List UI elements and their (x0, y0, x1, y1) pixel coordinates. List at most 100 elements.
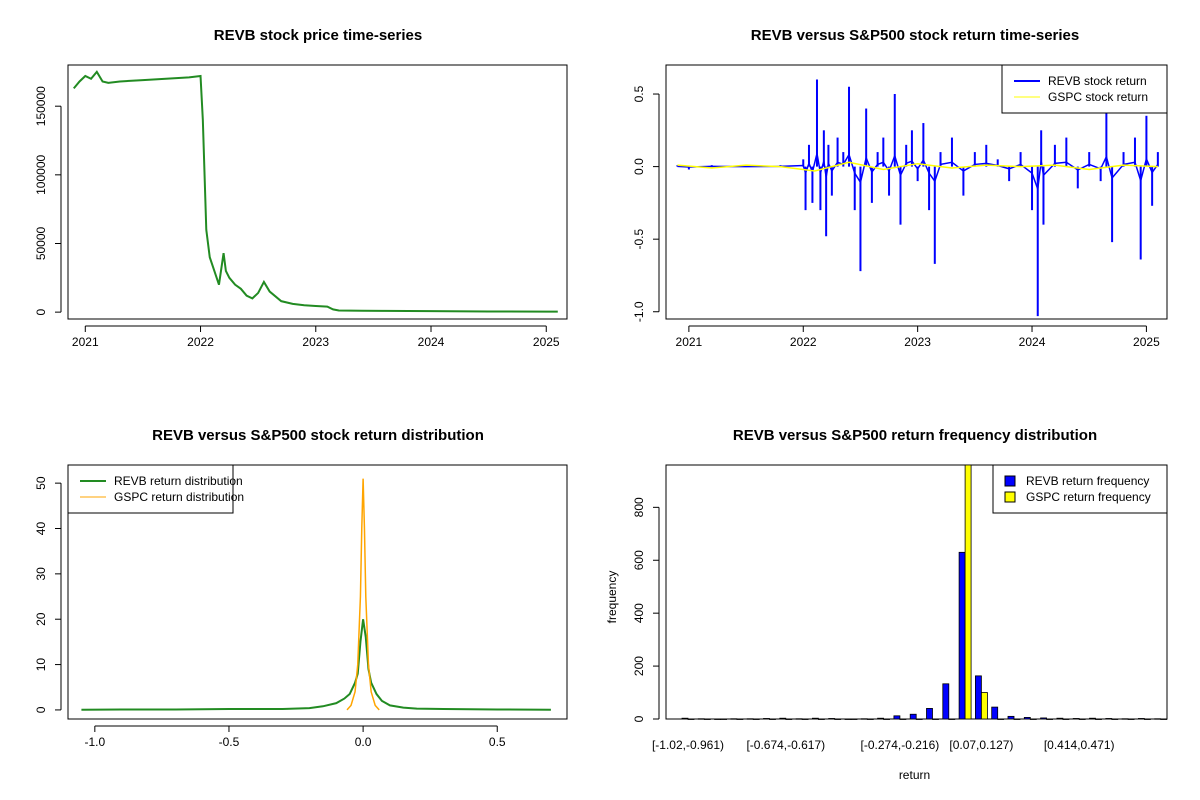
histogram-x-axis-label: return (899, 768, 930, 782)
returns-x-tick-label: 2024 (1019, 335, 1046, 349)
density-series-line-1 (346, 478, 380, 711)
histogram-bar-revb (697, 718, 705, 720)
histogram-legend-swatch (1004, 475, 1016, 487)
histogram-bar-gspc (801, 718, 809, 720)
revb-return-line (677, 152, 1159, 190)
histogram-bar-gspc (703, 718, 711, 720)
histogram-bar-gspc (736, 718, 744, 720)
returns-legend-label: REVB stock return (1048, 74, 1147, 88)
histogram-bar-revb (730, 718, 738, 720)
returns-series-line-1 (677, 161, 1158, 172)
price-y-tick-label: 150000 (34, 86, 48, 126)
price-y-tick-label: 100000 (34, 154, 48, 194)
returns-y-tick-label: -1.0 (632, 301, 646, 322)
price-x-tick-label: 2022 (187, 335, 214, 349)
histogram-bar-gspc (932, 718, 939, 720)
returns-plot-frame (665, 64, 1168, 320)
histogram-y-tick-label: 200 (632, 656, 646, 676)
price-x-tick-label: 2025 (533, 335, 560, 349)
density-y-tick-label: 40 (34, 522, 48, 536)
price-series-line-0 (72, 70, 558, 313)
price-y-tick-label: 0 (34, 308, 48, 315)
histogram-bar-revb (1105, 718, 1113, 720)
returns-x-tick-label: 2025 (1133, 335, 1160, 349)
histogram-bar-gspc (818, 718, 825, 720)
histogram-bar-gspc (948, 718, 956, 720)
histogram-y-axis-label: frequency (605, 571, 619, 624)
returns-x-tick-label: 2022 (790, 335, 817, 349)
returns-y-tick-label: 0.0 (632, 158, 646, 175)
density-y-tick-label: 10 (34, 658, 48, 672)
histogram-bar-revb (909, 713, 917, 720)
histogram-bar-gspc (687, 718, 695, 720)
histogram-bar-gspc (883, 718, 890, 720)
density-legend-box (67, 464, 234, 514)
histogram-x-tick-label: [0.414,0.471) (1044, 738, 1115, 752)
histogram-bar-revb (763, 718, 770, 720)
histogram-legend-box (992, 464, 1168, 514)
histogram-y-tick-label: 0 (632, 715, 646, 722)
histogram-chart-panel: REVB versus S&P500 return frequency dist… (605, 427, 1168, 782)
histogram-legend-swatch (1004, 491, 1016, 503)
histogram-bar-gspc (899, 718, 907, 720)
density-x-tick-label: -1.0 (84, 735, 105, 749)
histogram-legend-label: GSPC return frequency (1026, 490, 1151, 504)
histogram-bar-revb (877, 717, 884, 720)
histogram-bar-gspc (1013, 718, 1021, 720)
density-chart-title: REVB versus S&P500 stock return distribu… (152, 427, 484, 444)
histogram-bar-revb (828, 718, 836, 720)
histogram-x-tick-label: [-1.02,-0.961) (652, 738, 724, 752)
density-y-tick-label: 30 (34, 567, 48, 581)
histogram-bar-gspc (1160, 718, 1168, 720)
histogram-bar-revb (1023, 717, 1031, 720)
returns-chart-panel: REVB versus S&P500 stock return time-ser… (632, 27, 1168, 349)
density-x-tick-label: -0.5 (219, 735, 240, 749)
histogram-bar-revb (1040, 717, 1047, 720)
price-chart-panel: REVB stock price time-series 2021 2022 2023… (34, 27, 568, 349)
histogram-bar-revb (860, 718, 868, 720)
histogram-bar-gspc (1127, 718, 1135, 720)
histogram-bar-revb (942, 683, 950, 720)
histogram-bar-gspc (981, 692, 988, 720)
histogram-x-tick-label: [-0.274,-0.216) (861, 738, 940, 752)
histogram-y-tick-label: 600 (632, 550, 646, 570)
histogram-bar-gspc (1095, 718, 1102, 720)
density-series-line-0 (81, 619, 551, 711)
density-x-tick-label: 0.0 (355, 735, 372, 749)
density-legend-label: REVB return distribution (114, 474, 243, 488)
histogram-bar-revb (746, 718, 754, 720)
histogram-bar-gspc (752, 718, 760, 720)
price-x-tick-label: 2021 (72, 335, 99, 349)
histogram-legend-label: REVB return frequency (1026, 474, 1149, 488)
returns-y-tick-label: 0.5 (632, 85, 646, 102)
histogram-y-tick-label: 800 (632, 497, 646, 517)
histogram-bar-gspc (1078, 718, 1086, 720)
histogram-chart-title: REVB versus S&P500 return frequency dist… (733, 427, 1097, 444)
returns-legend-box (1001, 64, 1168, 114)
histogram-bar-gspc (834, 718, 842, 720)
histogram-x-tick-label: [0.07,0.127) (949, 738, 1013, 752)
histogram-bar-revb (991, 706, 999, 720)
histogram-bar-gspc (1046, 718, 1053, 720)
density-x-tick-label: 0.5 (489, 735, 506, 749)
histogram-bar-revb (1089, 717, 1096, 720)
histogram-bar-gspc (915, 718, 923, 720)
histogram-bar-revb (681, 717, 689, 720)
histogram-bar-revb (1007, 715, 1015, 720)
histogram-bar-gspc (1029, 718, 1037, 720)
histogram-bar-gspc (1111, 718, 1119, 720)
density-chart-panel: REVB versus S&P500 stock return distribu… (34, 427, 568, 749)
density-y-tick-label: 20 (34, 612, 48, 626)
histogram-bar-revb (812, 717, 819, 720)
histogram-bar-revb (958, 551, 966, 720)
histogram-bar-gspc (850, 718, 858, 720)
histogram-bar-gspc (997, 718, 1005, 720)
histogram-bar-revb (926, 708, 933, 720)
histogram-bar-gspc (1144, 718, 1151, 720)
returns-legend-label: GSPC stock return (1048, 90, 1148, 104)
price-plot-frame (67, 64, 568, 320)
histogram-bar-gspc (866, 718, 874, 720)
histogram-bar-revb (714, 718, 721, 720)
price-y-tick-label: 50000 (34, 226, 48, 260)
